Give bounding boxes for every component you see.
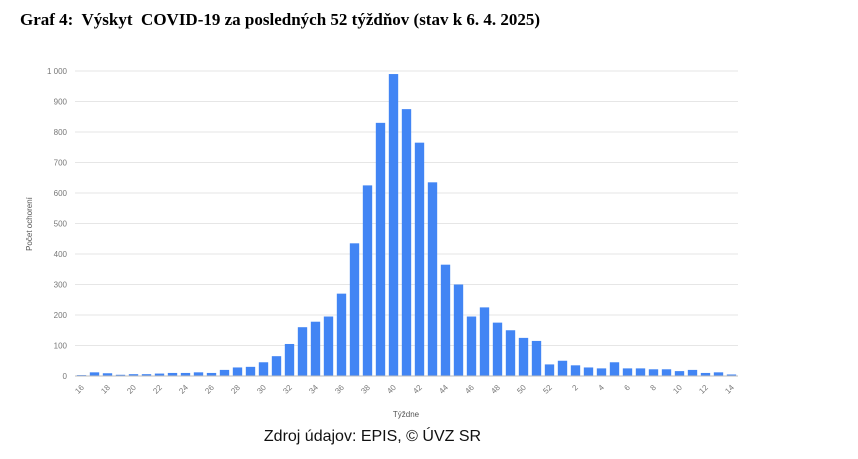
bar-week-22 [154, 373, 165, 376]
bar-week-52 [544, 364, 555, 376]
x-tick-label: 26 [203, 383, 216, 396]
bar-week-44 [440, 264, 451, 376]
bar-week-27 [219, 369, 230, 376]
data-source-note: Zdroj údajov: EPIS, © ÚVZ SR [263, 428, 482, 445]
bar-week-3 [583, 367, 594, 376]
bar-week-17 [89, 372, 100, 376]
x-tick-label: 24 [177, 383, 190, 396]
x-tick-label: 12 [697, 383, 710, 396]
x-tick-label: 22 [151, 383, 164, 396]
y-tick-label: 0 [63, 372, 68, 381]
y-tick-label: 800 [54, 128, 68, 137]
bar-week-24 [180, 372, 191, 376]
y-tick-label: 500 [54, 220, 68, 229]
x-tick-label: 30 [255, 383, 268, 396]
x-tick-label: 28 [229, 383, 242, 396]
bar-week-51 [531, 340, 542, 376]
bar-week-34 [310, 321, 321, 376]
bar-week-40 [388, 74, 399, 377]
y-tick-label: 700 [54, 159, 68, 168]
bar-week-14 [726, 374, 737, 376]
bar-week-4 [596, 368, 607, 377]
bar-week-49 [505, 330, 516, 376]
x-tick-label: 34 [307, 383, 320, 396]
bar-week-13 [713, 372, 724, 376]
y-tick-label: 100 [54, 342, 68, 351]
bar-week-38 [362, 185, 373, 377]
bar-week-50 [518, 337, 529, 377]
x-tick-label: 32 [281, 383, 294, 396]
x-tick-label: 10 [671, 383, 684, 396]
bar-week-21 [141, 374, 152, 376]
bar-week-20 [128, 374, 139, 376]
y-tick-label: 400 [54, 250, 68, 259]
x-tick-label: 16 [73, 383, 86, 396]
y-tick-label: 1 000 [47, 67, 68, 76]
x-tick-label: 14 [723, 383, 736, 396]
x-tick-label: 36 [333, 383, 346, 396]
y-tick-label: 300 [54, 281, 68, 290]
bar-week-11 [687, 369, 698, 376]
bar-week-41 [401, 109, 412, 377]
x-tick-label: 50 [515, 383, 528, 396]
bar-week-47 [479, 307, 490, 377]
x-tick-label: 40 [385, 383, 398, 396]
x-tick-label: 52 [541, 383, 554, 396]
bar-week-36 [336, 293, 347, 376]
bar-week-9 [661, 369, 672, 376]
bar-week-8 [648, 369, 659, 376]
bar-week-18 [102, 373, 113, 376]
chart-title: Graf 4: Výskyt COVID-19 za posledných 52… [20, 10, 541, 29]
bar-week-32 [284, 343, 295, 376]
bar-week-1 [557, 360, 568, 376]
x-tick-label: 42 [411, 383, 424, 396]
x-tick-label: 6 [622, 383, 632, 393]
bar-week-7 [635, 368, 646, 377]
bar-week-29 [245, 366, 256, 376]
x-axis-label: Týždne [393, 410, 420, 419]
x-tick-label: 48 [489, 383, 502, 396]
bar-week-37 [349, 243, 360, 376]
x-tick-label: 44 [437, 383, 450, 396]
bars [76, 74, 737, 377]
bar-week-12 [700, 372, 711, 376]
bar-week-6 [622, 368, 633, 377]
bar-week-28 [232, 367, 243, 376]
x-tick-labels: 16 18 20 22 24 26 28 30 32 34 36 38 40 42 44 46 48 50 52 2 4… [73, 383, 736, 396]
bar-week-30 [258, 362, 269, 376]
bar-week-19 [115, 374, 126, 376]
x-tick-label: 4 [596, 383, 606, 393]
bar-week-25 [193, 372, 204, 376]
x-tick-label: 46 [463, 383, 476, 396]
bar-week-39 [375, 122, 386, 376]
bar-week-31 [271, 356, 282, 376]
bar-week-2 [570, 365, 581, 376]
bar-week-35 [323, 316, 334, 376]
bar-week-10 [674, 371, 685, 376]
y-axis-label: Počet ochorení [25, 196, 34, 251]
x-tick-label: 2 [570, 383, 580, 393]
y-tick-label: 900 [54, 98, 68, 107]
bar-week-23 [167, 372, 178, 376]
bar-week-42 [414, 142, 425, 376]
bar-week-43 [427, 182, 438, 376]
bar-week-45 [453, 284, 464, 376]
y-tick-label: 600 [54, 189, 68, 198]
y-tick-labels: 0 100 200 300 400 500 600 700 800 900 1 000 [47, 67, 68, 381]
x-tick-label: 20 [125, 383, 138, 396]
y-tick-label: 200 [54, 311, 68, 320]
bar-week-46 [466, 316, 477, 376]
bar-week-33 [297, 327, 308, 376]
x-tick-label: 38 [359, 383, 372, 396]
bar-week-5 [609, 362, 620, 376]
x-tick-label: 18 [99, 383, 112, 396]
bar-week-48 [492, 322, 503, 377]
x-tick-label: 8 [648, 383, 658, 393]
bar-week-26 [206, 372, 217, 376]
